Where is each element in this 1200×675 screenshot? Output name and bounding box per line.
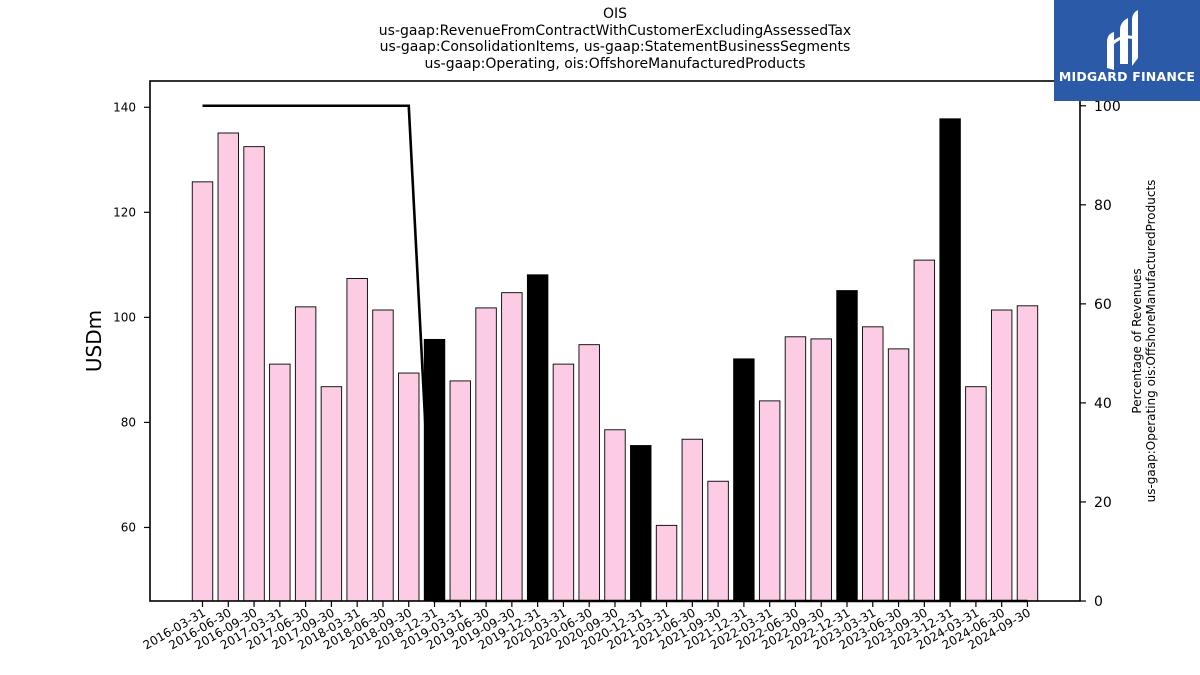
bar-2018-09-30	[398, 372, 420, 602]
bar-2017-03-31	[269, 363, 291, 602]
y2-tick-label-100: 100	[1094, 99, 1121, 115]
y2-tick-label-60: 60	[1094, 297, 1112, 313]
bar-2021-06-30	[681, 438, 704, 602]
y-tick-label-80: 80	[121, 415, 136, 429]
y2-tick-label-40: 40	[1094, 396, 1112, 412]
logo-text: MIDGARD FINANCE	[1058, 69, 1196, 84]
bar-2020-09-30	[604, 429, 626, 602]
title-line-axes: us-gaap:ConsolidationItems, us-gaap:Stat…	[379, 39, 851, 55]
bar-2017-06-30	[294, 306, 317, 602]
bar-2023-09-30	[913, 259, 936, 602]
bar-2016-09-30	[243, 146, 265, 602]
bar-2024-09-30	[1016, 305, 1039, 602]
title-line-members: us-gaap:Operating, ois:OffshoreManufactu…	[424, 55, 806, 72]
y-tick-label-60: 60	[121, 520, 136, 534]
bar-2018-03-31	[346, 278, 368, 602]
bar-2019-12-31	[526, 274, 549, 602]
bar-2022-09-30	[810, 338, 832, 602]
bar-2021-03-31	[655, 524, 678, 602]
bar-2023-03-31	[862, 326, 884, 602]
y-tick-label-140: 140	[113, 100, 136, 114]
bar-2022-03-31	[758, 400, 781, 602]
bar-2022-06-30	[784, 336, 807, 602]
bar-2023-06-30	[887, 348, 910, 602]
y2-tick-label-0: 0	[1094, 594, 1103, 610]
bar-2020-03-31	[552, 363, 575, 602]
title-line-concept: us-gaap:RevenueFromContractWithCustomerE…	[378, 22, 852, 39]
bar-2020-06-30	[578, 344, 600, 602]
bar-2020-12-31	[630, 445, 652, 602]
bar-2016-03-31	[191, 181, 214, 602]
y2-tick-label-20: 20	[1094, 495, 1112, 511]
bar-2024-06-30	[990, 309, 1013, 602]
bar-2018-06-30	[372, 309, 394, 602]
bar-2019-09-30	[501, 292, 523, 602]
bar-2019-03-31	[449, 380, 471, 602]
logo-mark-icon	[1107, 10, 1138, 70]
bar-2019-06-30	[475, 307, 497, 602]
bar-2022-12-31	[836, 290, 858, 602]
logo: MIDGARD FINANCE	[1054, 0, 1200, 101]
y-tick-label-100: 100	[113, 310, 136, 324]
bar-2021-12-31	[733, 358, 755, 602]
bar-2024-03-31	[965, 386, 987, 602]
title-line-company: OIS	[602, 6, 628, 22]
bar-2017-09-30	[320, 386, 343, 602]
chart-title: OIS us-gaap:RevenueFromContractWithCusto…	[265, 6, 965, 72]
y-tick-label-120: 120	[113, 205, 136, 219]
bar-2016-06-30	[217, 132, 239, 602]
bar-2023-12-31	[939, 118, 961, 602]
bar-2021-09-30	[707, 480, 729, 602]
y2-tick-label-80: 80	[1094, 198, 1112, 214]
